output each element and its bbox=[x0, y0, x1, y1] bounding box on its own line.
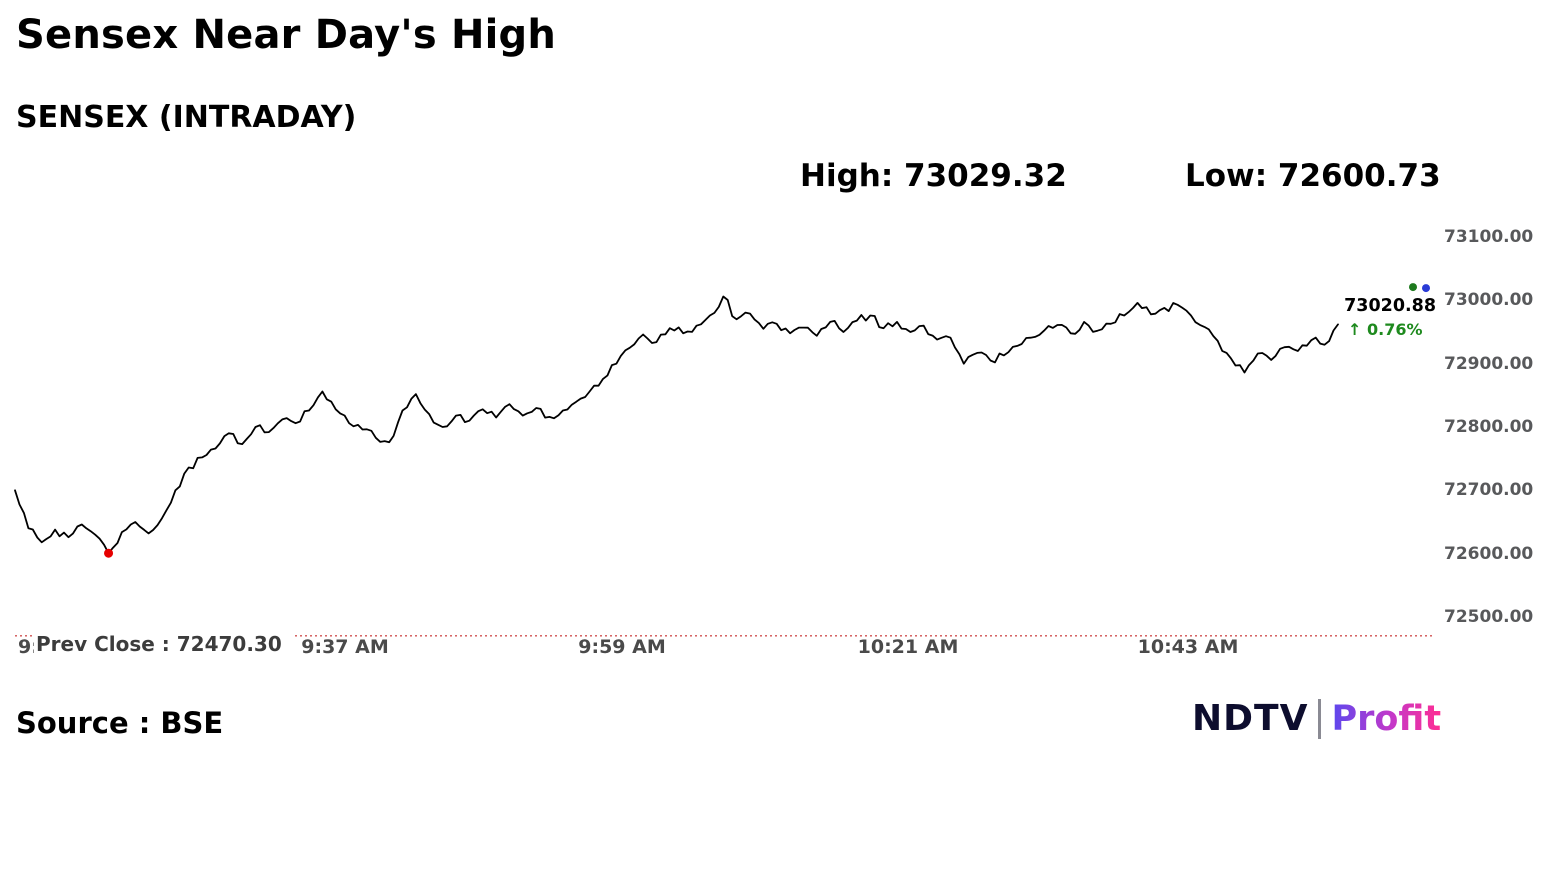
last-price-label: 73020.88 bbox=[1330, 296, 1436, 316]
y-axis-label: 72600.00 bbox=[1444, 544, 1534, 564]
x-axis-label: 9:59 AM bbox=[578, 636, 666, 658]
change-percent-label: ↑ 0.76% bbox=[1348, 320, 1423, 339]
x-axis-label: 10:21 AM bbox=[857, 636, 959, 658]
y-axis-label: 72500.00 bbox=[1444, 607, 1534, 627]
y-axis-label: 72800.00 bbox=[1444, 417, 1534, 437]
profit-wordmark: Profit bbox=[1331, 698, 1442, 739]
source-label: Source : BSE bbox=[16, 706, 224, 740]
prev-close-label: Prev Close : 72470.30 bbox=[34, 631, 292, 658]
page-title: Sensex Near Day's High bbox=[16, 12, 557, 58]
y-axis-label: 73000.00 bbox=[1444, 290, 1534, 310]
ndtv-profit-logo: NDTV Profit bbox=[1192, 698, 1441, 739]
x-axis-label: 10:43 AM bbox=[1137, 636, 1239, 658]
chart-subtitle: SENSEX (INTRADAY) bbox=[16, 100, 357, 135]
x-axis-label: 9:37 AM bbox=[301, 636, 389, 658]
day-low-label: Low: 72600.73 bbox=[1185, 158, 1441, 194]
y-axis-label: 72700.00 bbox=[1444, 480, 1534, 500]
y-axis-label: 73100.00 bbox=[1444, 227, 1534, 247]
intraday-line-chart bbox=[14, 283, 1432, 637]
y-axis-label: 72900.00 bbox=[1444, 354, 1534, 374]
day-high-label: High: 73029.32 bbox=[800, 158, 1067, 194]
ndtv-wordmark: NDTV bbox=[1192, 698, 1309, 739]
logo-divider bbox=[1318, 698, 1322, 739]
